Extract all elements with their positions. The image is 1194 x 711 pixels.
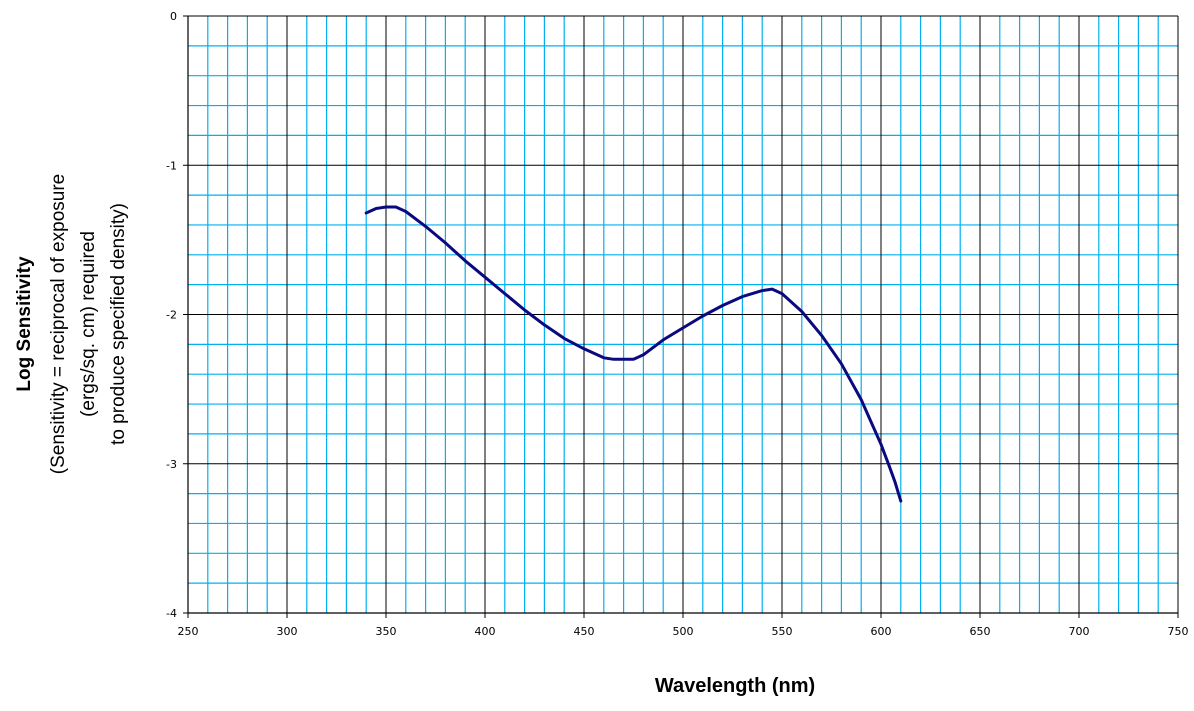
y-tick-labels: 0 -1 -2 -3 -4 xyxy=(166,10,177,620)
x-tick-label: 550 xyxy=(772,625,793,638)
x-tick-label: 600 xyxy=(871,625,892,638)
x-tick-label: 450 xyxy=(574,625,595,638)
y-axis-title: Log Sensitivity (Sensitivity = reciproca… xyxy=(14,174,129,474)
y-tick-label: -3 xyxy=(166,458,177,471)
y-axis-title-line-2: (Sensitivity = reciprocal of exposure xyxy=(48,174,69,474)
x-axis-title: Wavelength (nm) xyxy=(655,675,815,697)
x-tick-label: 750 xyxy=(1168,625,1189,638)
y-axis-title-line-3: (ergs/sq. cm) required xyxy=(78,231,99,417)
axes xyxy=(183,15,1179,618)
x-tick-label: 350 xyxy=(376,625,397,638)
y-axis-title-line-1: Log Sensitivity xyxy=(14,256,35,392)
y-tick-label: -2 xyxy=(166,309,177,322)
y-tick-label: 0 xyxy=(170,10,177,23)
y-axis-title-line-4: to produce specified density) xyxy=(108,203,129,445)
x-tick-label: 400 xyxy=(475,625,496,638)
x-tick-label: 250 xyxy=(178,625,199,638)
x-tick-label: 700 xyxy=(1069,625,1090,638)
y-tick-label: -1 xyxy=(166,159,177,172)
major-grid xyxy=(188,15,1179,613)
y-tick-label: -4 xyxy=(166,607,177,620)
x-tick-labels: 250 300 350 400 450 500 550 600 650 700 750 xyxy=(178,625,1189,638)
x-tick-label: 650 xyxy=(970,625,991,638)
x-tick-label: 500 xyxy=(673,625,694,638)
series-layer xyxy=(364,205,903,503)
sensitivity-curve xyxy=(364,205,903,503)
x-tick-label: 300 xyxy=(277,625,298,638)
